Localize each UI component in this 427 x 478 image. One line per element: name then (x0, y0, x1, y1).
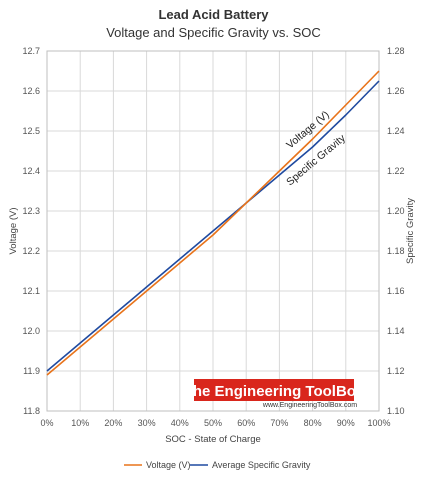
y-tick-left-label: 12.0 (22, 326, 40, 336)
x-tick-label: 100% (367, 418, 390, 428)
y-tick-left-label: 12.2 (22, 246, 40, 256)
y-tick-left-label: 12.6 (22, 86, 40, 96)
watermark: The Engineering ToolBox www.EngineeringT… (184, 379, 365, 409)
chart-subtitle: Voltage and Specific Gravity vs. SOC (106, 25, 321, 40)
series-layer (46, 70, 380, 376)
x-tick-label: 20% (104, 418, 122, 428)
x-tick-label: 50% (204, 418, 222, 428)
y-tick-right-label: 1.22 (387, 166, 405, 176)
x-tick-label: 0% (40, 418, 53, 428)
x-tick-label: 70% (270, 418, 288, 428)
y-tick-right-label: 1.14 (387, 326, 405, 336)
y-tick-left-label: 11.9 (23, 366, 40, 376)
y-tick-left-label: 12.5 (22, 126, 40, 136)
y-axis-left-ticks: 11.8 11.9 12.0 12.1 12.2 12.3 12.4 12.5 12.6 12.7 (22, 46, 40, 416)
y-tick-right-label: 1.26 (387, 86, 405, 96)
y-tick-left-label: 12.1 (22, 286, 40, 296)
series-line-voltage (46, 70, 380, 376)
y-tick-left-label: 11.8 (23, 406, 40, 416)
y-tick-right-label: 1.12 (387, 366, 405, 376)
x-tick-label: 10% (71, 418, 89, 428)
y-axis-left-label: Voltage (V) (8, 208, 19, 255)
x-tick-label: 90% (337, 418, 355, 428)
legend-label-specific-gravity: Average Specific Gravity (212, 460, 311, 470)
x-axis-label: SOC - State of Charge (165, 434, 261, 445)
y-tick-left-label: 12.3 (22, 206, 40, 216)
watermark-url: www.EngineeringToolBox.com (262, 402, 357, 409)
y-tick-right-label: 1.20 (387, 206, 405, 216)
x-tick-label: 40% (171, 418, 189, 428)
watermark-box (194, 379, 354, 401)
y-tick-right-label: 1.24 (387, 126, 405, 136)
x-axis-ticks: 0% 10% 20% 30% 40% 50% 60% 70% 80% 90% 100% (40, 418, 390, 428)
x-tick-label: 30% (138, 418, 156, 428)
x-tick-label: 60% (237, 418, 255, 428)
y-axis-right-ticks: 1.10 1.12 1.14 1.16 1.18 1.20 1.22 1.24 1.26 1.28 (387, 46, 405, 416)
watermark-title: The Engineering ToolBox (184, 383, 365, 400)
y-tick-left-label: 12.7 (22, 46, 40, 56)
y-tick-right-label: 1.28 (387, 46, 405, 56)
y-tick-right-label: 1.18 (387, 246, 405, 256)
x-tick-label: 80% (304, 418, 322, 428)
y-axis-right-label: Specific Gravity (405, 198, 416, 264)
y-tick-left-label: 12.4 (22, 166, 40, 176)
legend: Voltage (V) Average Specific Gravity (124, 460, 311, 470)
legend-label-voltage: Voltage (V) (146, 460, 191, 470)
series-line-specific-gravity (46, 80, 380, 372)
y-tick-right-label: 1.10 (387, 406, 405, 416)
y-tick-right-label: 1.16 (387, 286, 405, 296)
plot-border (46, 50, 380, 412)
chart-title: Lead Acid Battery (158, 7, 269, 22)
